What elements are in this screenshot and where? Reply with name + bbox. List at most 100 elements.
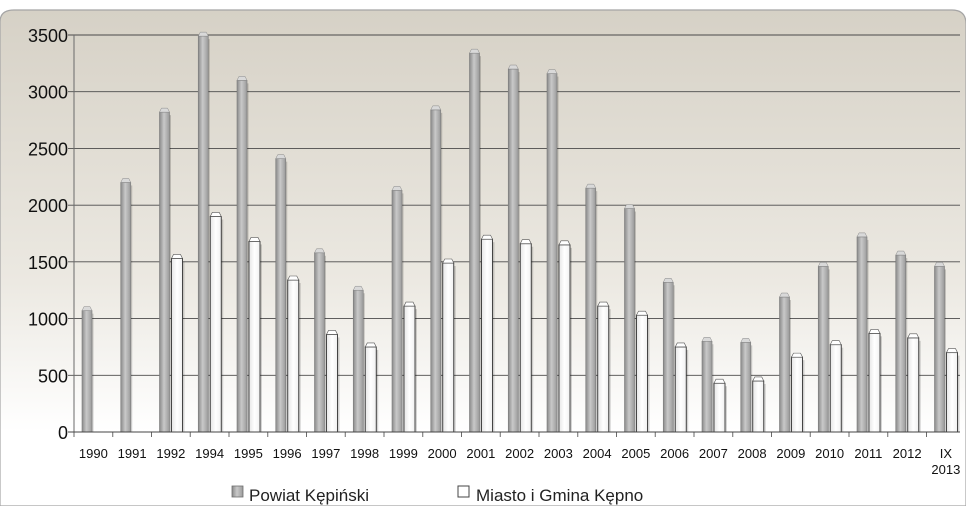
x-tick-label: 2012 [893, 446, 922, 461]
bar-miasto [868, 332, 881, 433]
y-tick-label: 1500 [28, 253, 68, 273]
y-tick-label: 3000 [28, 83, 68, 103]
bar-powiat [120, 182, 132, 433]
bar-powiat-cap [352, 285, 364, 291]
bar-powiat-cap [430, 105, 442, 111]
bar-miasto-cap [364, 342, 377, 348]
bar-miasto-cap [597, 301, 610, 307]
bar-miasto-cap [287, 275, 300, 281]
bar-powiat [507, 68, 519, 433]
bar-miasto-cap [713, 378, 726, 384]
bar-powiat-cap [856, 232, 868, 238]
x-tick-label: 1994 [195, 446, 224, 461]
y-tick-label: 3500 [28, 26, 68, 46]
bar-powiat [352, 289, 364, 433]
bar-miasto-cap [829, 340, 842, 345]
bar-miasto [248, 240, 261, 433]
bar-powiat [275, 158, 287, 433]
x-tick-label: 2000 [428, 446, 457, 461]
x-tick-label: IX 2013 [931, 446, 960, 477]
bar-powiat-cap [934, 262, 945, 267]
bar-powiat [236, 80, 248, 433]
legend-swatch-miasto [457, 485, 470, 498]
bar-powiat-cap [314, 248, 325, 254]
bar-miasto [558, 244, 571, 433]
bar-powiat [314, 252, 325, 433]
y-tick-label: 2500 [28, 139, 68, 159]
bar-miasto [829, 344, 842, 433]
x-tick-label: 2002 [505, 446, 534, 461]
x-tick-label: 1990 [79, 446, 108, 461]
x-tick-label: 2006 [660, 446, 689, 461]
bar-powiat [469, 52, 480, 433]
bar-miasto [636, 314, 648, 433]
bar-miasto [791, 356, 803, 433]
bar-powiat-cap [236, 76, 248, 81]
bar-powiat [391, 190, 403, 433]
legend-swatch-powiat [231, 485, 244, 498]
bar-powiat [81, 310, 93, 433]
bar-powiat-cap [159, 107, 170, 113]
x-tick-label: 2003 [544, 446, 573, 461]
bar-powiat [895, 254, 907, 433]
bar-powiat-cap [120, 178, 132, 183]
bar-powiat [662, 281, 674, 433]
bar-powiat [430, 109, 442, 433]
bar-miasto-cap [519, 239, 532, 245]
x-tick-label: 1992 [156, 446, 185, 461]
bar-miasto [597, 305, 610, 433]
y-tick-label: 1000 [28, 310, 68, 330]
x-tick-label: 2004 [583, 446, 612, 461]
bar-miasto [946, 352, 958, 433]
legend-label-powiat: Powiat Kępiński [249, 486, 369, 505]
bar-miasto-cap [209, 212, 222, 217]
bar-miasto [326, 334, 338, 433]
bar-powiat-cap [817, 262, 829, 267]
bar-powiat [817, 266, 829, 433]
x-tick-label: 2005 [621, 446, 650, 461]
bar-powiat-cap [779, 292, 790, 298]
bar-miasto [403, 305, 416, 433]
bar-powiat [701, 340, 713, 433]
bar-powiat-cap [624, 204, 635, 209]
bar-miasto [287, 279, 300, 433]
y-tick-label: 2000 [28, 196, 68, 216]
y-tick-label: 500 [38, 366, 68, 386]
bar-miasto-cap [946, 348, 958, 353]
x-tick-label: 2007 [699, 446, 728, 461]
bar-miasto [519, 243, 532, 433]
bar-miasto [209, 216, 222, 433]
bar-miasto-cap [791, 352, 803, 358]
bar-miasto [442, 262, 455, 433]
bar-miasto-cap [171, 254, 183, 259]
bar-powiat [740, 342, 752, 433]
y-tick-label: 0 [58, 423, 68, 443]
bar-powiat [159, 111, 170, 433]
bar-miasto [674, 346, 687, 433]
bar-powiat [779, 296, 790, 433]
x-tick-label: 2008 [738, 446, 767, 461]
bar-powiat-cap [275, 154, 287, 159]
x-tick-label: 1995 [234, 446, 263, 461]
bar-miasto-cap [403, 301, 416, 307]
y-axis: 0 500 1000 1500 2000 2500 3000 3500 [28, 26, 75, 443]
bar-miasto-cap [674, 342, 687, 348]
bar-powiat-cap [507, 64, 519, 70]
bar-miasto-cap [636, 310, 648, 316]
bar-powiat-cap [391, 186, 403, 191]
bar-miasto [907, 337, 920, 433]
bar-powiat [585, 187, 597, 433]
bar-powiat [197, 35, 209, 433]
bar-miasto-cap [558, 240, 571, 246]
bar-miasto [171, 258, 183, 433]
bar-powiat [934, 266, 945, 433]
bar-powiat-cap [81, 306, 93, 311]
bar-powiat-cap [546, 69, 558, 74]
bar-series [81, 31, 960, 433]
bar-powiat-cap [740, 338, 752, 343]
x-tick-label: 1999 [389, 446, 418, 461]
bar-powiat-cap [585, 183, 597, 189]
x-axis: 1990 1991 1992 1994 1995 1996 1997 1998 1999 2000… [68, 431, 960, 477]
x-tick-label: 1997 [311, 446, 340, 461]
